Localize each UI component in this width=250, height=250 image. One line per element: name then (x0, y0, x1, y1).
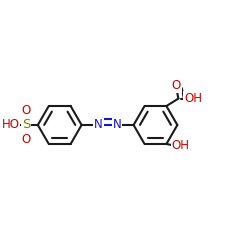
Text: O: O (21, 104, 30, 117)
Text: N: N (94, 118, 102, 132)
Text: S: S (22, 118, 30, 132)
Text: O: O (21, 133, 30, 146)
Text: HO: HO (2, 118, 20, 132)
Text: N: N (112, 118, 121, 132)
Text: O: O (172, 79, 181, 92)
Text: OH: OH (184, 92, 202, 105)
Text: OH: OH (172, 140, 190, 152)
